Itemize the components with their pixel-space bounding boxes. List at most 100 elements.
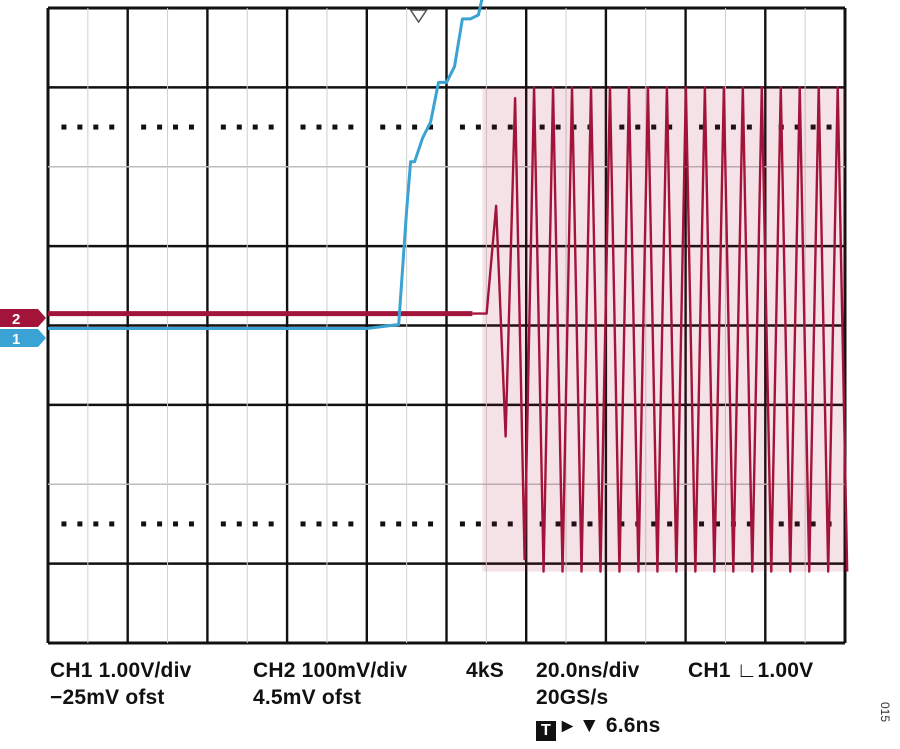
grid-dot: [667, 124, 673, 130]
ch2-scale-readout: CH2 100mV/div: [253, 659, 408, 682]
grid-dot: [555, 521, 561, 527]
grid-dot: [396, 521, 402, 527]
channel-1-line: [48, 0, 484, 330]
grid-dot: [475, 521, 481, 527]
grid-dot: [507, 521, 513, 527]
grid-dot: [412, 124, 418, 130]
grid-dot: [109, 124, 115, 130]
grid-dot: [730, 124, 736, 130]
grid-dot: [77, 124, 83, 130]
grid-dot: [746, 124, 752, 130]
grid-dot: [300, 521, 306, 527]
grid-dot: [141, 124, 147, 130]
trigger-box-icon: T: [536, 721, 556, 741]
grid-dot: [316, 124, 322, 130]
grid-dot: [236, 124, 242, 130]
grid-dot: [794, 521, 800, 527]
grid-dot: [412, 521, 418, 527]
channel-1-marker-label: 1: [12, 331, 20, 348]
grid-dot: [268, 124, 274, 130]
grid-dot: [810, 124, 816, 130]
channel-2-marker: 2: [0, 309, 46, 328]
grid-dot: [348, 124, 354, 130]
grid-dot: [380, 124, 386, 130]
grid-dot: [268, 521, 274, 527]
grid-dot: [667, 521, 673, 527]
grid-dot: [220, 124, 226, 130]
grid-dot: [188, 124, 194, 130]
grid-dot: [173, 124, 179, 130]
grid-dot: [188, 521, 194, 527]
trigger-position: ▸ ▼ 6.6ns: [562, 714, 661, 737]
grid-dot: [619, 521, 625, 527]
record-length-readout: 4kS: [466, 659, 504, 682]
grid-dot: [93, 124, 99, 130]
trigger-edge-icon: ∟: [736, 659, 758, 682]
grid-dot: [699, 521, 705, 527]
trigger-source: CH1: [688, 659, 731, 682]
grid-dot: [61, 124, 67, 130]
trigger-position-icon: [409, 9, 429, 24]
grid-dot: [571, 521, 577, 527]
channel-2-marker-label: 2: [12, 311, 20, 328]
ch2-offset-readout: 4.5mV ofst: [253, 686, 362, 709]
grid-dot: [428, 521, 434, 527]
ch1-scale-readout: CH1 1.00V/div: [50, 659, 192, 682]
grid-dot: [236, 521, 242, 527]
figure-id: 015: [878, 702, 892, 723]
grid-dot: [507, 124, 513, 130]
channel-1-trace: [48, 0, 484, 330]
grid-dot: [794, 124, 800, 130]
channel-markers: 2 1: [0, 309, 46, 348]
trigger-position-readout: T ▸ ▼ 6.6ns: [536, 713, 661, 741]
timebase-readout: 20.0ns/div: [536, 659, 640, 682]
grid-dot: [826, 124, 832, 130]
grid-dot: [714, 521, 720, 527]
grid-dot: [77, 521, 83, 527]
grid-dot: [316, 521, 322, 527]
sample-rate-readout: 20GS/s: [536, 686, 609, 709]
grid-dot: [459, 521, 465, 527]
grid-dot: [380, 521, 386, 527]
grid-dot: [810, 521, 816, 527]
grid-dot: [220, 521, 226, 527]
grid-dot: [587, 521, 593, 527]
graticule: [46, 6, 847, 645]
channel-1-marker: 1: [0, 329, 46, 348]
grid-dot: [157, 124, 163, 130]
grid-dot: [491, 521, 497, 527]
grid-dot: [252, 124, 258, 130]
grid-dot: [332, 521, 338, 527]
grid-dot: [252, 521, 258, 527]
grid-dot: [459, 124, 465, 130]
grid-dot: [699, 124, 705, 130]
grid-dot: [651, 124, 657, 130]
grid-dot: [173, 521, 179, 527]
grid-dot: [778, 521, 784, 527]
grid-dot: [93, 521, 99, 527]
grid-dot: [571, 124, 577, 130]
grid-dot: [491, 124, 497, 130]
grid-dot: [714, 124, 720, 130]
grid-dot: [746, 521, 752, 527]
grid-dot: [348, 521, 354, 527]
grid-dot: [157, 521, 163, 527]
channel-2-line: [472, 86, 849, 573]
grid-dot: [539, 124, 545, 130]
grid-dot: [555, 124, 561, 130]
ch1-offset-readout: −25mV ofst: [50, 686, 165, 709]
grid-dot: [428, 124, 434, 130]
grid-dot: [109, 521, 115, 527]
grid-dot: [635, 124, 641, 130]
grid-dot: [141, 521, 147, 527]
trigger-level: 1.00V: [757, 659, 814, 682]
grid-dot: [300, 124, 306, 130]
grid-dot: [332, 124, 338, 130]
grid-dot: [619, 124, 625, 130]
channel-2-trace: [48, 86, 849, 573]
grid-dot: [475, 124, 481, 130]
grid-dot: [61, 521, 67, 527]
trigger-readout: CH1 ∟1.00V: [688, 659, 813, 683]
grid-dot: [651, 521, 657, 527]
